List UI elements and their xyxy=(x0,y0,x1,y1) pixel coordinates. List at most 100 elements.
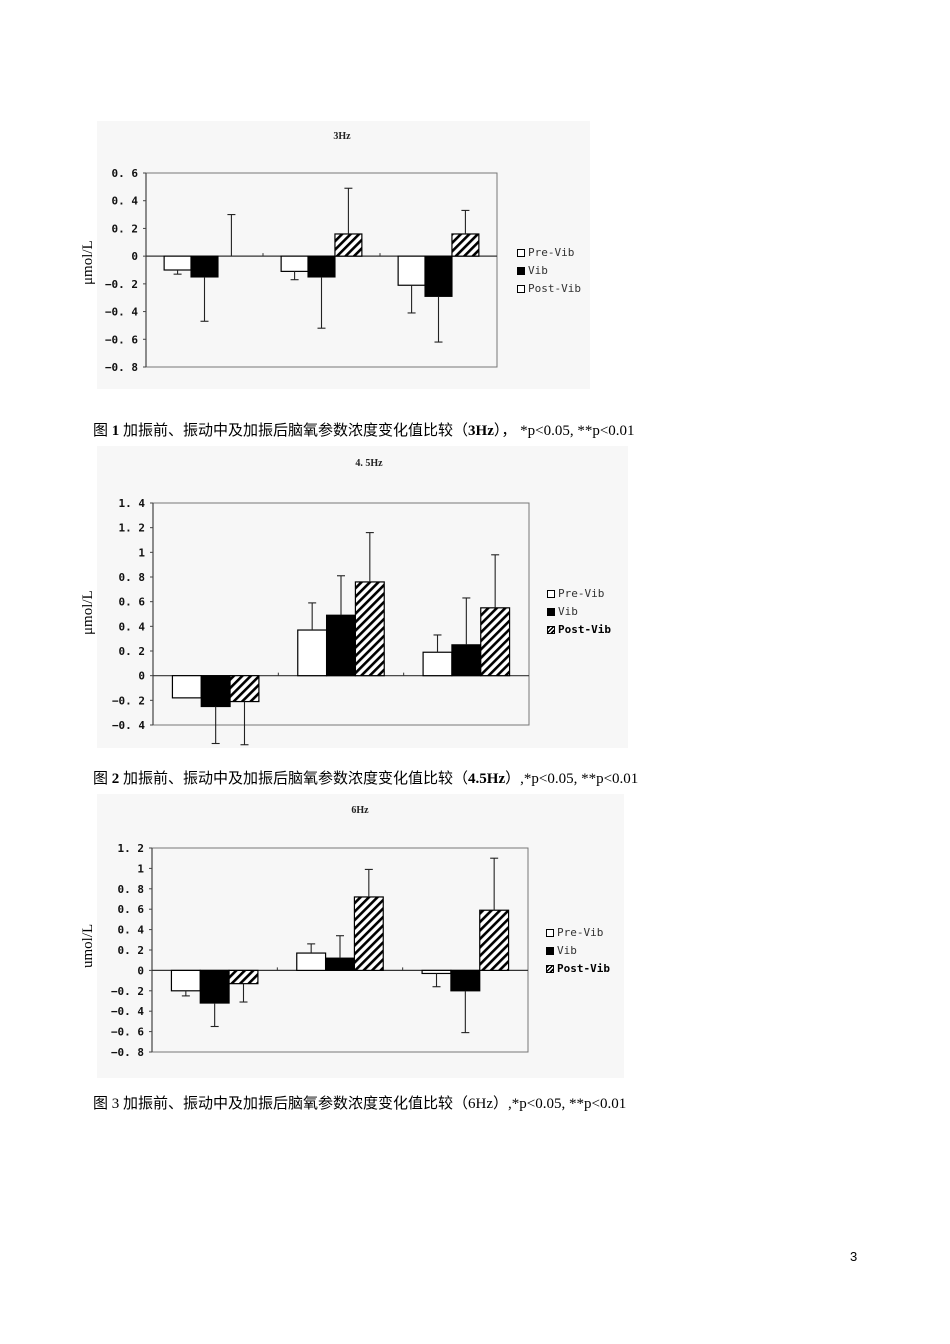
y-tick-label: 1. 4 xyxy=(119,497,146,510)
y-tick-label: −0. 2 xyxy=(112,694,145,707)
legend-label: Vib xyxy=(558,605,578,618)
figure-3hz: 3Hz 0. 6 0. 4 0. 2 0 −0. 2 −0. 4 −0. 6 −0. 8 Pre… xyxy=(97,121,590,389)
legend-6hz: Pre-Vib Vib Post-Vib xyxy=(546,924,610,978)
bar-vib xyxy=(324,957,356,972)
y-tick-label: 0 xyxy=(137,964,144,977)
y-tick-label: −0. 6 xyxy=(111,1026,144,1039)
caption-frequency: 4.5Hz xyxy=(468,771,506,787)
bar-pre-vib xyxy=(297,629,328,677)
bar-post-vib xyxy=(354,581,385,677)
chart-title: 6Hz xyxy=(351,805,369,816)
y-tick-label: 1. 2 xyxy=(119,522,146,535)
caption-text: 加振前、振动中及加振后脑氧参数浓度变化值比较（ xyxy=(119,423,469,439)
bar-post-vib xyxy=(228,969,259,985)
y-tick-label: 0. 2 xyxy=(119,645,146,658)
bar-post-vib xyxy=(451,233,480,257)
y-tick-label: 0. 2 xyxy=(112,222,139,235)
bar-vib xyxy=(451,644,482,677)
y-tick-label: 1. 2 xyxy=(118,842,145,855)
caption-prefix: 图 xyxy=(93,771,112,787)
legend-item-post-vib: Post-Vib xyxy=(517,280,581,298)
caption-significance: ）,*p<0.05, **p<0.01 xyxy=(493,1096,627,1112)
legend-label: Post-Vib xyxy=(557,962,610,975)
bar-pre-vib xyxy=(163,255,192,271)
bar-vib xyxy=(307,255,336,278)
legend-item-vib: Vib xyxy=(546,942,610,960)
legend-swatch-icon xyxy=(546,929,554,937)
y-tick-label: −0. 2 xyxy=(111,985,144,998)
caption-fig1: 图 1 加振前、振动中及加振后脑氧参数浓度变化值比较（3Hz）， *p<0.05… xyxy=(93,419,635,440)
caption-significance: ）， *p<0.05, **p<0.01 xyxy=(493,423,635,439)
legend-4-5hz: Pre-Vib Vib Post-Vib xyxy=(547,585,611,639)
legend-swatch-icon xyxy=(546,947,554,955)
legend-swatch-icon xyxy=(547,608,555,616)
bar-chart-4-5hz: 4. 5Hz 1. 4 1. 2 1 0. 8 0. 6 0. 4 0. 2 0 −0. 2 −0.… xyxy=(112,458,530,746)
figure-6hz: 6Hz 1. 2 1 0. 8 0. 6 0. 4 0. 2 0 −0. 2 −0. 4 −0. 6… xyxy=(97,794,624,1078)
caption-significance: ）,*p<0.05, **p<0.01 xyxy=(505,771,639,787)
page-number: 3 xyxy=(850,1249,858,1264)
y-tick-label: 0 xyxy=(131,250,138,263)
legend-swatch-icon xyxy=(546,965,554,973)
chart-title: 4. 5Hz xyxy=(355,458,383,469)
legend-item-vib: Vib xyxy=(547,603,611,621)
y-tick-label: 0. 6 xyxy=(119,596,146,609)
y-tick-label: −0. 4 xyxy=(105,306,138,319)
bar-pre-vib xyxy=(171,675,202,699)
caption-frequency: 3Hz xyxy=(468,423,494,439)
legend-swatch-icon xyxy=(517,249,525,257)
legend-item-pre-vib: Pre-Vib xyxy=(546,924,610,942)
bar-vib xyxy=(200,675,231,708)
y-tick-label: −0. 8 xyxy=(111,1046,144,1059)
y-axis-label-4-5hz: μmol/L xyxy=(80,590,96,635)
figure-4-5hz: 4. 5Hz 1. 4 1. 2 1 0. 8 0. 6 0. 4 0. 2 0 −0. 2 −0.… xyxy=(97,446,628,748)
y-tick-label: −0. 8 xyxy=(105,361,138,374)
caption-prefix: 图 xyxy=(93,1096,112,1112)
legend-swatch-icon xyxy=(517,267,525,275)
caption-fig2: 图 2 加振前、振动中及加振后脑氧参数浓度变化值比较（4.5Hz）,*p<0.0… xyxy=(93,767,638,788)
y-tick-label: −0. 6 xyxy=(105,333,138,346)
legend-item-post-vib: Post-Vib xyxy=(547,621,611,639)
bar-pre-vib xyxy=(170,969,201,992)
legend-swatch-icon xyxy=(547,590,555,598)
y-tick-label: 0 xyxy=(138,670,145,683)
caption-text: 加振前、振动中及加振后脑氧参数浓度变化值比较（ xyxy=(119,771,469,787)
bar-pre-vib xyxy=(421,969,452,975)
legend-label: Post-Vib xyxy=(558,623,611,636)
caption-frequency: 6Hz xyxy=(468,1096,494,1112)
bar-pre-vib xyxy=(422,651,453,677)
bar-post-vib xyxy=(480,607,511,677)
legend-item-post-vib: Post-Vib xyxy=(546,960,610,978)
caption-figure-number: 3 xyxy=(111,1096,120,1112)
y-tick-label: 0. 4 xyxy=(112,195,139,208)
legend-label: Post-Vib xyxy=(528,282,581,295)
bar-post-vib xyxy=(229,675,260,703)
legend-item-vib: Vib xyxy=(517,262,581,280)
y-tick-label: 0. 6 xyxy=(118,903,145,916)
bar-vib xyxy=(325,614,357,677)
bar-pre-vib xyxy=(296,952,327,971)
chart-title: 3Hz xyxy=(333,131,351,142)
caption-figure-number: 1 xyxy=(111,423,120,439)
legend-swatch-icon xyxy=(547,626,555,634)
legend-label: Pre-Vib xyxy=(558,587,605,600)
y-tick-label: −0. 2 xyxy=(105,278,138,291)
y-axis-label-6hz: umol/L xyxy=(80,923,96,968)
bar-pre-vib xyxy=(280,255,309,272)
y-tick-label: −0. 4 xyxy=(111,1005,144,1018)
legend-item-pre-vib: Pre-Vib xyxy=(517,244,581,262)
y-tick-label: 1 xyxy=(138,546,145,559)
legend-swatch-icon xyxy=(517,285,525,293)
bar-vib xyxy=(190,255,219,278)
bar-pre-vib xyxy=(397,255,426,286)
y-tick-label: 0. 8 xyxy=(119,571,146,584)
legend-label: Pre-Vib xyxy=(528,246,575,259)
y-axis-label-3hz: μmol/L xyxy=(80,240,96,285)
legend-item-pre-vib: Pre-Vib xyxy=(547,585,611,603)
caption-fig3: 图 3 加振前、振动中及加振后脑氧参数浓度变化值比较（6Hz）,*p<0.05,… xyxy=(93,1092,626,1113)
bar-chart-3hz: 3Hz 0. 6 0. 4 0. 2 0 −0. 2 −0. 4 −0. 6 −0. 8 xyxy=(105,131,498,374)
y-tick-label: 0. 6 xyxy=(112,167,139,180)
y-tick-label: 0. 8 xyxy=(118,883,145,896)
y-tick-label: −0. 4 xyxy=(112,719,145,732)
bar-post-vib xyxy=(353,896,384,972)
bar-vib xyxy=(424,255,453,297)
